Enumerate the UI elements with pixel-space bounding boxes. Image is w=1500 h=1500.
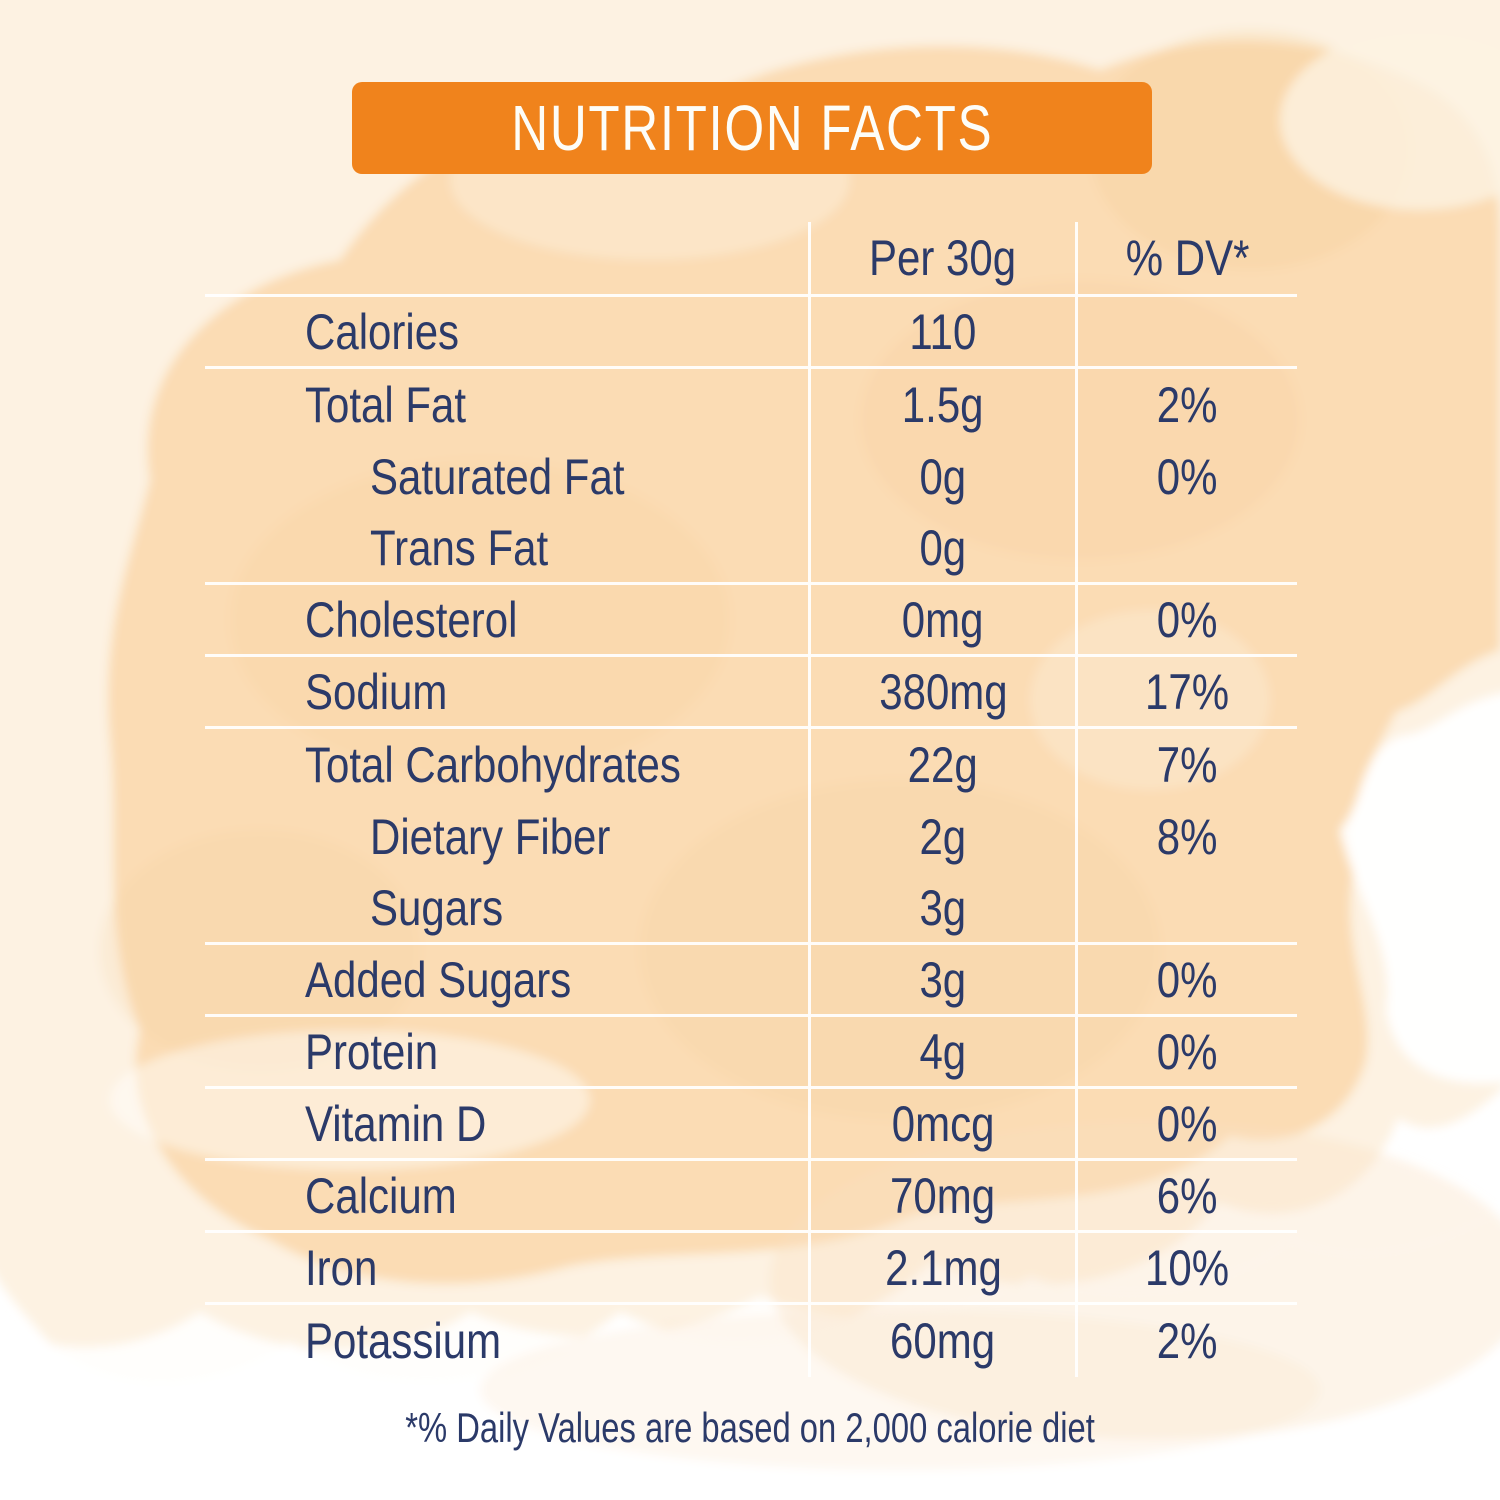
- title-text: NUTRITION FACTS: [511, 92, 993, 164]
- row-amount: 0g: [808, 513, 1078, 582]
- row-amount: 0mg: [808, 585, 1078, 654]
- row-label: Sugars: [370, 879, 504, 936]
- row-dv: 10%: [1145, 1239, 1230, 1296]
- nutrition-table: Per 30g % DV* Calories 110 Total Fat 1.5…: [205, 222, 1297, 1377]
- row-amount: 380mg: [808, 657, 1078, 726]
- row-label: Protein: [305, 1023, 439, 1080]
- row-label: Calories: [305, 303, 460, 360]
- row-label: Added Sugars: [305, 951, 572, 1008]
- column-header-amount: Per 30g: [808, 222, 1078, 294]
- row-label: Vitamin D: [305, 1095, 487, 1152]
- row-label: Cholesterol: [305, 591, 518, 648]
- column-header-dv: % DV*: [1125, 230, 1250, 286]
- row-amount: 0g: [808, 441, 1078, 513]
- row-amount: 22g: [808, 729, 1078, 801]
- table-row: Dietary Fiber 2g 8%: [205, 801, 1297, 873]
- row-dv: 7%: [1157, 737, 1218, 793]
- table-row: Calories 110: [205, 297, 1297, 369]
- row-amount: 2.1mg: [808, 1233, 1078, 1302]
- row-amount: 3g: [808, 945, 1078, 1014]
- table-header-row: Per 30g % DV*: [205, 222, 1297, 297]
- row-dv: 2%: [1157, 1313, 1218, 1369]
- table-row: Iron 2.1mg 10%: [205, 1233, 1297, 1305]
- row-label: Total Carbohydrates: [305, 737, 681, 793]
- row-dv: 8%: [1157, 809, 1218, 865]
- row-dv: 17%: [1145, 663, 1230, 720]
- row-amount: 2g: [808, 801, 1078, 873]
- row-label: Saturated Fat: [370, 449, 625, 505]
- table-row: Protein 4g 0%: [205, 1017, 1297, 1089]
- title-banner: NUTRITION FACTS: [352, 82, 1152, 174]
- row-dv: 0%: [1157, 449, 1218, 505]
- table-row: Potassium 60mg 2%: [205, 1305, 1297, 1377]
- row-label: Potassium: [305, 1313, 502, 1369]
- row-dv: 0%: [1157, 951, 1218, 1008]
- table-row: Total Fat 1.5g 2%: [205, 369, 1297, 441]
- row-label: Calcium: [305, 1167, 457, 1224]
- row-dv: [1078, 513, 1297, 582]
- table-row: Vitamin D 0mcg 0%: [205, 1089, 1297, 1161]
- row-amount: 3g: [808, 873, 1078, 942]
- row-dv: 0%: [1157, 1095, 1218, 1152]
- table-row: Trans Fat 0g: [205, 513, 1297, 585]
- row-label: Trans Fat: [370, 519, 549, 576]
- row-amount: 70mg: [808, 1161, 1078, 1230]
- row-amount: 4g: [808, 1017, 1078, 1086]
- table-row: Saturated Fat 0g 0%: [205, 441, 1297, 513]
- row-dv: [1078, 873, 1297, 942]
- row-dv: [1078, 297, 1297, 366]
- table-row: Calcium 70mg 6%: [205, 1161, 1297, 1233]
- row-dv: 2%: [1157, 377, 1218, 433]
- table-row: Added Sugars 3g 0%: [205, 945, 1297, 1017]
- table-row: Total Carbohydrates 22g 7%: [205, 729, 1297, 801]
- table-row: Sugars 3g: [205, 873, 1297, 945]
- row-label: Sodium: [305, 663, 448, 720]
- table-row: Sodium 380mg 17%: [205, 657, 1297, 729]
- row-label: Iron: [305, 1239, 378, 1296]
- row-amount: 1.5g: [808, 369, 1078, 441]
- table-row: Cholesterol 0mg 0%: [205, 585, 1297, 657]
- daily-values-footnote: *% Daily Values are based on 2,000 calor…: [405, 1404, 1095, 1451]
- row-amount: 60mg: [808, 1305, 1078, 1377]
- row-dv: 0%: [1157, 1023, 1218, 1080]
- row-dv: 0%: [1157, 591, 1218, 648]
- column-header-spacer: [205, 222, 808, 294]
- row-dv: 6%: [1157, 1167, 1218, 1224]
- row-amount: 0mcg: [808, 1089, 1078, 1158]
- row-amount: 110: [808, 297, 1078, 366]
- row-label: Dietary Fiber: [370, 809, 611, 865]
- row-label: Total Fat: [305, 377, 467, 433]
